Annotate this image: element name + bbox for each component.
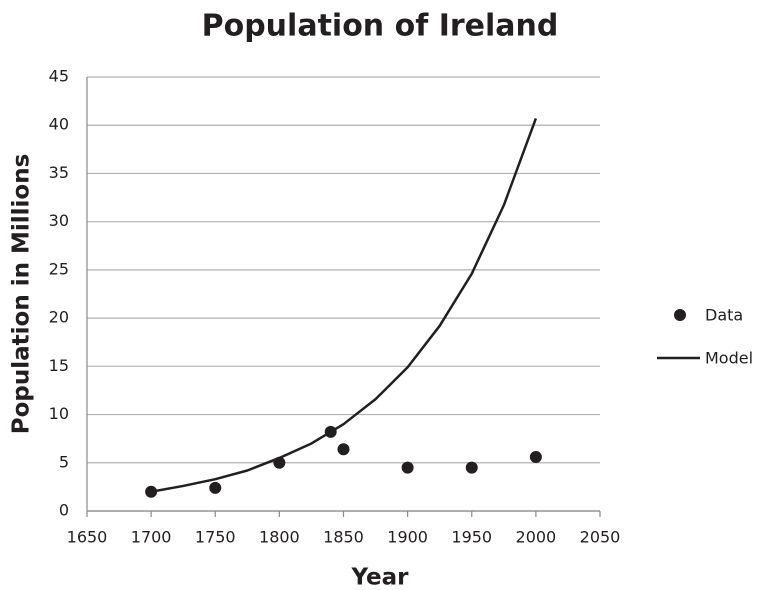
legend-marker — [674, 309, 686, 321]
legend-label: Model — [705, 349, 753, 368]
legend-label: Data — [705, 306, 743, 325]
y-tick-label: 20 — [49, 308, 69, 327]
y-tick-label: 5 — [59, 452, 69, 471]
y-tick-label: 15 — [49, 356, 69, 375]
data-point — [401, 461, 414, 474]
x-axis-title: Year — [350, 565, 409, 590]
x-tick-label: 1850 — [323, 528, 364, 547]
x-tick-label: 2000 — [516, 528, 557, 547]
data-point — [337, 443, 350, 456]
x-tick-label: 2050 — [580, 528, 621, 547]
data-point — [529, 450, 542, 463]
x-tick-label: 1800 — [259, 528, 300, 547]
y-axis-title: Population in Millions — [9, 154, 35, 435]
data-point — [465, 461, 478, 474]
chart-title: Population of Ireland — [202, 9, 559, 44]
x-tick-label: 1950 — [451, 528, 492, 547]
y-tick-label: 40 — [49, 115, 69, 134]
x-tick-label: 1900 — [387, 528, 428, 547]
y-tick-label: 25 — [49, 259, 69, 278]
x-tick-label: 1700 — [131, 528, 172, 547]
y-tick-label: 10 — [49, 404, 69, 423]
x-tick-label: 1650 — [67, 528, 108, 547]
x-tick-label: 1750 — [195, 528, 236, 547]
data-point — [209, 481, 222, 494]
y-tick-label: 30 — [49, 211, 69, 230]
y-tick-label: 0 — [59, 501, 69, 520]
y-tick-label: 45 — [49, 67, 69, 86]
y-tick-label: 35 — [49, 163, 69, 182]
model-line — [150, 118, 538, 493]
